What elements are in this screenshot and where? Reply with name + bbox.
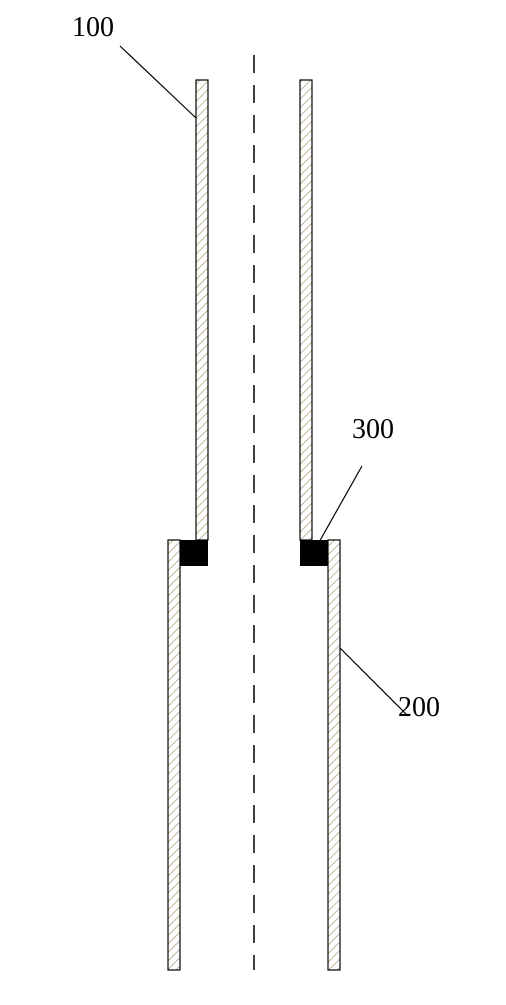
diagram-container: 100 300 200	[0, 0, 506, 1000]
leader-300	[318, 466, 362, 544]
upper-tube-right-wall	[300, 80, 312, 540]
label-100: 100	[72, 12, 114, 44]
lower-tube-left-wall	[168, 540, 180, 970]
label-200: 200	[398, 692, 440, 724]
lower-tube-right-wall	[328, 540, 340, 970]
connector-block-left	[180, 540, 208, 566]
connector-block-right	[300, 540, 328, 566]
upper-tube-left-wall	[196, 80, 208, 540]
diagram-svg	[0, 0, 506, 1000]
label-300: 300	[352, 414, 394, 446]
leader-100	[120, 46, 196, 118]
